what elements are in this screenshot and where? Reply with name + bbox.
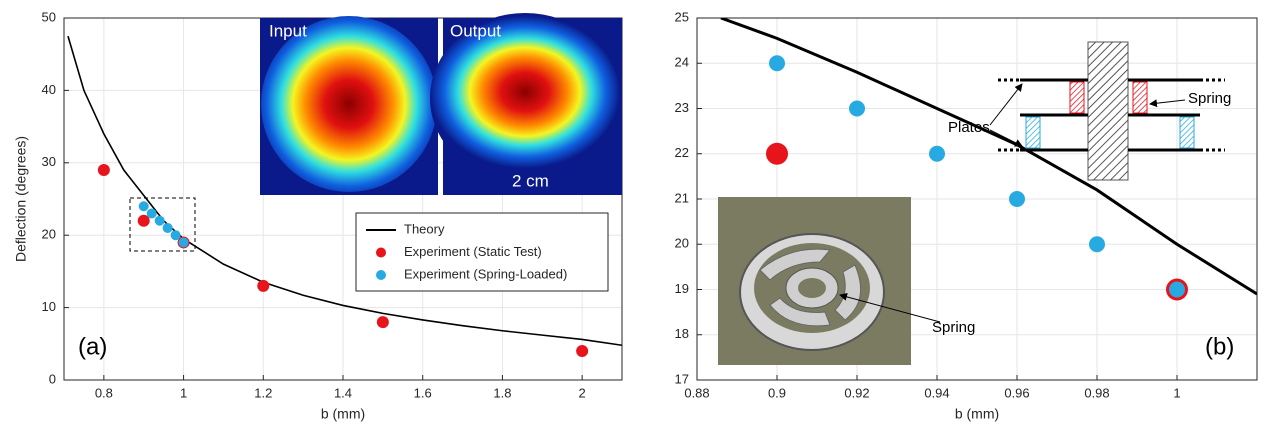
data-point [162, 222, 173, 233]
y-tick-label: 20 [42, 227, 56, 242]
y-tick-label: 0 [49, 371, 56, 386]
x-tick-label: 0.9 [768, 385, 786, 400]
axes-box [696, 17, 1258, 381]
y-tick-label: 20 [675, 236, 689, 251]
y-tick-label: 23 [675, 100, 689, 115]
y-tick-label: 30 [42, 154, 56, 169]
data-point [766, 142, 788, 165]
data-point [1089, 236, 1105, 253]
y-axis-label: Deflection (degrees) [13, 136, 29, 262]
beam-input [261, 16, 437, 192]
y-tick-label: 24 [675, 55, 689, 70]
x-tick-label: 1.8 [493, 385, 511, 400]
beam-output [430, 13, 620, 183]
theory-line [67, 35, 622, 347]
legend-swatch [376, 270, 386, 280]
legend: Theory Experiment (Static Test) Experiment… [355, 212, 609, 292]
x-tick-label: 1 [1173, 385, 1180, 400]
data-point [376, 316, 389, 329]
data-point [576, 345, 589, 358]
data-point [257, 279, 270, 292]
data-point [178, 237, 189, 248]
inset-label: Input [269, 21, 307, 40]
legend-label: Experiment (Spring-Loaded) [404, 266, 567, 281]
y-tick-label: 22 [675, 145, 689, 160]
legend-label: Experiment (Static Test) [404, 244, 542, 259]
panel-label: (a) [78, 333, 107, 360]
data-point [138, 201, 149, 212]
annotation: Plates [948, 119, 990, 136]
scale-label: 2 cm [512, 171, 549, 190]
x-tick-label: 1.6 [414, 385, 432, 400]
x-tick-label: 1.2 [254, 385, 272, 400]
legend-label: Theory [404, 221, 445, 236]
x-tick-label: 0.8 [95, 385, 113, 400]
y-tick-label: 18 [675, 326, 689, 341]
y-tick-label: 50 [42, 9, 56, 24]
y-tick-label: 25 [675, 9, 689, 24]
shaft [1087, 41, 1129, 181]
y-tick-label: 10 [42, 299, 56, 314]
x-tick-label: 1 [180, 385, 187, 400]
panel-label: (b) [1205, 333, 1234, 360]
y-tick-label: 21 [675, 190, 689, 205]
legend-box [355, 212, 609, 292]
zoom-box [129, 197, 196, 252]
x-tick-label: 1.4 [334, 385, 352, 400]
data-point [769, 55, 785, 72]
x-tick-label: 0.96 [1004, 385, 1029, 400]
x-axis-label: b (mm) [955, 406, 999, 422]
annotation: Spring [932, 319, 975, 336]
y-tick-label: 19 [675, 281, 689, 296]
overlays: Input Output 2 cm (a) (b) Plates Spring [78, 13, 1234, 365]
legend-swatch [376, 247, 386, 258]
plots: 0 10 20 30 40 50 0.8 1 1.2 1.4 1.6 1.8 2 b (mm) Deflec… [13, 9, 1258, 422]
data-point [170, 230, 181, 241]
x-tick-label: 2 [579, 385, 586, 400]
theory-line [720, 18, 1257, 296]
x-tick-label: 0.88 [684, 385, 709, 400]
spring-photo: Spring [718, 197, 975, 365]
data-point [137, 214, 150, 227]
y-tick-label: 40 [42, 82, 56, 97]
inset-label: Output [450, 21, 501, 40]
data-point [154, 215, 165, 226]
x-tick-label: 0.92 [844, 385, 869, 400]
data-point [1009, 191, 1025, 207]
x-tick-label: 0.94 [924, 385, 949, 400]
data-point [849, 100, 865, 117]
y-tick-label: 17 [675, 371, 689, 386]
data-point [146, 208, 157, 219]
data-point [1169, 281, 1185, 298]
data-point [929, 145, 945, 162]
annotation: Spring [1188, 90, 1231, 107]
data-point [97, 164, 110, 177]
spring-diagram: Plates Spring [948, 41, 1231, 181]
x-axis-label: b (mm) [321, 406, 365, 422]
x-tick-label: 0.98 [1084, 385, 1109, 400]
